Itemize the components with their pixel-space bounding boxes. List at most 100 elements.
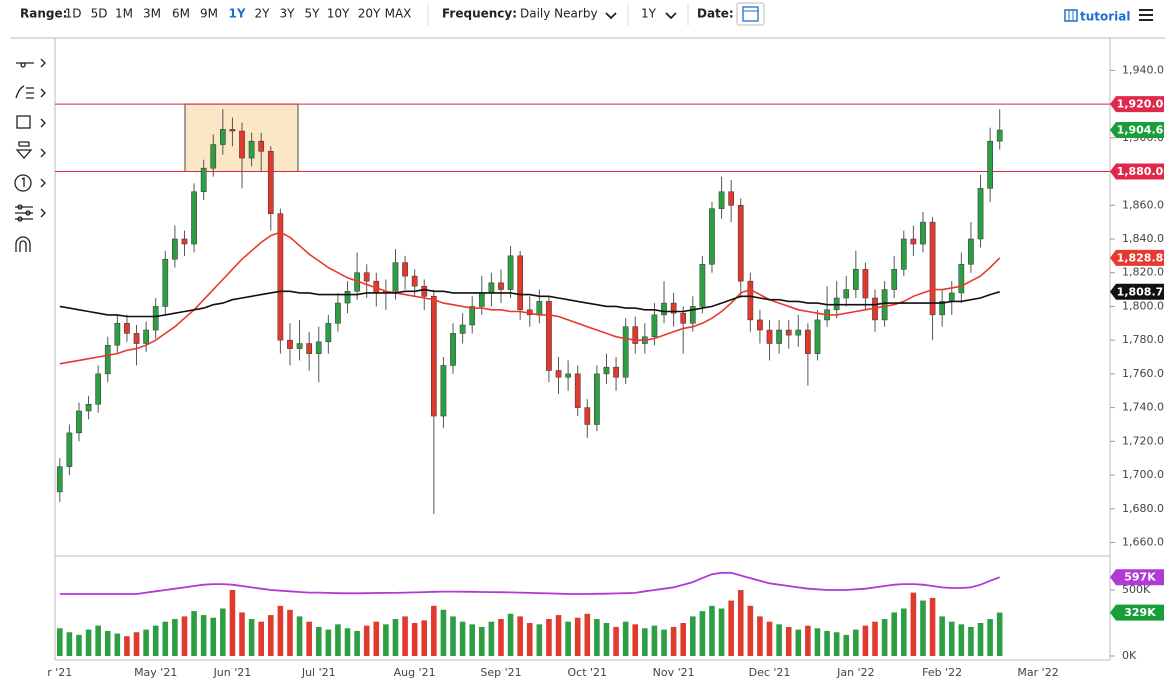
calendar-frame[interactable] bbox=[736, 2, 765, 26]
candle-body bbox=[565, 373, 571, 378]
range-button[interactable]: MAX bbox=[385, 7, 412, 21]
range-button[interactable]: 5Y bbox=[305, 7, 321, 21]
volume-bar bbox=[843, 634, 850, 656]
arrow-tool[interactable] bbox=[15, 141, 46, 159]
tutorial-button[interactable]: tutorial bbox=[1064, 9, 1131, 24]
candle-body bbox=[114, 323, 121, 346]
range-button[interactable]: 1M bbox=[115, 7, 133, 21]
volume-bar bbox=[929, 597, 936, 656]
period-select[interactable]: 1Y bbox=[641, 7, 657, 21]
volume-bar bbox=[910, 592, 917, 656]
volume-bar bbox=[344, 628, 351, 656]
candle-body bbox=[507, 255, 514, 290]
candle-body bbox=[152, 306, 159, 331]
range-button[interactable]: 5D bbox=[91, 7, 108, 21]
candle-body bbox=[478, 292, 485, 307]
menu-button[interactable] bbox=[1139, 9, 1153, 21]
magnet-tool[interactable] bbox=[15, 236, 31, 252]
frequency-select[interactable]: Daily Nearby bbox=[520, 7, 598, 21]
y-tick-label: 1,840.0 bbox=[1122, 232, 1164, 245]
volume-bar bbox=[354, 630, 360, 656]
candle-body bbox=[143, 329, 149, 344]
candle-body bbox=[287, 339, 293, 349]
y-tick-label: 1,700.0 bbox=[1122, 468, 1164, 481]
tutorial-icon[interactable] bbox=[1064, 9, 1078, 22]
volume-bar bbox=[987, 619, 993, 656]
y-tick-label: 500K bbox=[1122, 583, 1151, 596]
range-button[interactable]: 6M bbox=[172, 7, 190, 21]
date-label: Date: bbox=[697, 7, 734, 21]
candle-body bbox=[229, 129, 236, 132]
range-button[interactable]: 1Y bbox=[228, 7, 245, 21]
candle-body bbox=[766, 329, 773, 344]
chevron[interactable] bbox=[665, 12, 677, 20]
candle-body bbox=[459, 324, 466, 334]
candle-body bbox=[411, 275, 418, 287]
volume-bar bbox=[574, 617, 581, 656]
volume-bar bbox=[891, 612, 898, 656]
value-tag-label: 1,828.8 bbox=[1117, 251, 1164, 264]
fib-tool[interactable] bbox=[15, 85, 46, 99]
candle-body bbox=[795, 329, 802, 336]
line-tool[interactable] bbox=[16, 58, 46, 68]
shape-tool[interactable] bbox=[16, 115, 46, 129]
range-button[interactable]: 9M bbox=[200, 7, 218, 21]
volume-bar bbox=[622, 621, 629, 656]
volume-bar bbox=[76, 634, 82, 656]
value-tag bbox=[1110, 249, 1164, 266]
candle-body bbox=[469, 306, 476, 326]
volume-bar bbox=[977, 623, 984, 656]
y-tick-label: 0K bbox=[1122, 649, 1137, 662]
value-tag bbox=[1110, 569, 1164, 586]
value-tag bbox=[1110, 283, 1164, 300]
range-button[interactable]: 3Y bbox=[280, 7, 296, 21]
candle-body bbox=[277, 213, 284, 341]
volume-bar bbox=[584, 613, 591, 656]
candle-body bbox=[939, 301, 946, 316]
volume-bar bbox=[546, 619, 552, 656]
candle-body bbox=[977, 188, 984, 240]
toolbar: Range: Frequency: Daily Nearby 1Y Date: … bbox=[20, 2, 1153, 26]
chevron[interactable] bbox=[605, 12, 617, 20]
tutorial-link[interactable]: tutorial bbox=[1080, 10, 1131, 24]
frame bbox=[10, 37, 1165, 661]
x-tick-label: Oct '21 bbox=[568, 666, 608, 679]
volume-bar bbox=[325, 629, 332, 656]
indicator-tool[interactable] bbox=[15, 204, 46, 222]
candle-body bbox=[450, 333, 456, 366]
drawing-tools bbox=[14, 58, 46, 252]
candle-body bbox=[757, 319, 763, 331]
volume-bar bbox=[267, 615, 274, 656]
candle-body bbox=[325, 323, 332, 343]
volume-bar bbox=[191, 611, 197, 656]
range-button[interactable]: 1D bbox=[65, 7, 82, 21]
range-button[interactable]: 20Y bbox=[358, 7, 381, 21]
candle-body bbox=[133, 333, 140, 344]
candle-body bbox=[200, 167, 207, 193]
y-tick-label: 1,720.0 bbox=[1122, 434, 1164, 447]
value-tag-label: 597K bbox=[1124, 571, 1156, 584]
marker-tool[interactable] bbox=[14, 174, 46, 192]
candle-body bbox=[517, 255, 524, 311]
volume-bar bbox=[383, 624, 389, 656]
candle-body bbox=[536, 301, 543, 316]
frequency-label: Frequency: bbox=[442, 7, 517, 21]
range-button[interactable]: 10Y bbox=[327, 7, 350, 21]
range-button[interactable]: 3M bbox=[143, 7, 161, 21]
range-button[interactable]: 2Y bbox=[255, 7, 271, 21]
value-tag-label: 329K bbox=[1124, 606, 1156, 619]
candle-body bbox=[335, 302, 341, 324]
candle-body bbox=[968, 238, 974, 265]
volume-bar bbox=[862, 625, 869, 656]
calendar-icon[interactable] bbox=[742, 6, 759, 22]
y-tick-label: 1,740.0 bbox=[1122, 401, 1164, 414]
volume-bar bbox=[661, 629, 667, 656]
calendar-button[interactable] bbox=[736, 2, 765, 26]
y-tick-label: 1,820.0 bbox=[1122, 266, 1164, 279]
y-tick-label: 1,860.0 bbox=[1122, 198, 1164, 211]
candle-body bbox=[498, 282, 504, 290]
volume-bar bbox=[239, 612, 245, 656]
volume-bar bbox=[210, 617, 217, 656]
x-tick-label: Aug '21 bbox=[394, 666, 436, 679]
candle-body bbox=[574, 373, 581, 408]
